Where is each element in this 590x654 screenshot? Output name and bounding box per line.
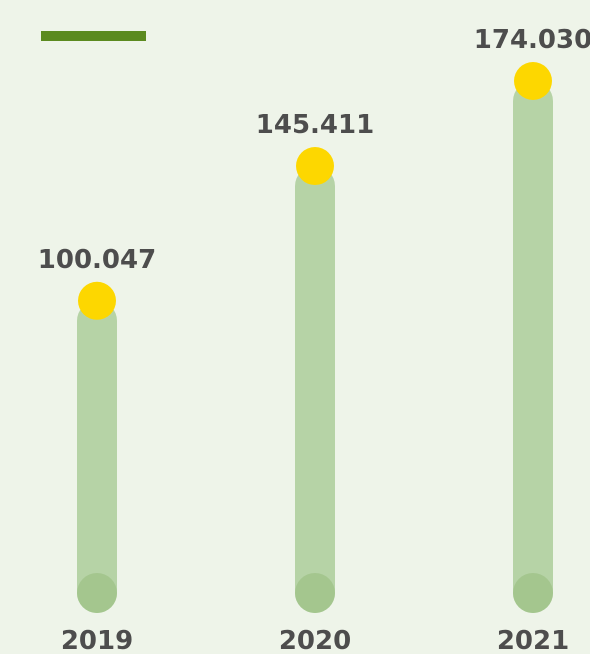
x-tick-label: 2019	[61, 626, 133, 654]
value-label: 174.030	[474, 25, 590, 55]
bar-cap	[514, 62, 552, 100]
bar	[513, 81, 553, 613]
bar-cap	[296, 147, 334, 186]
value-label: 100.047	[38, 245, 156, 275]
value-label: 145.411	[256, 110, 374, 140]
bar-base	[77, 573, 117, 613]
bar	[295, 166, 335, 613]
bar	[77, 300, 117, 613]
bar-base	[295, 573, 335, 613]
bar-base	[513, 573, 553, 613]
bar-cap	[78, 281, 116, 320]
x-tick-label: 2021	[497, 626, 569, 654]
x-tick-label: 2020	[279, 626, 351, 654]
accent-bar	[41, 31, 146, 41]
